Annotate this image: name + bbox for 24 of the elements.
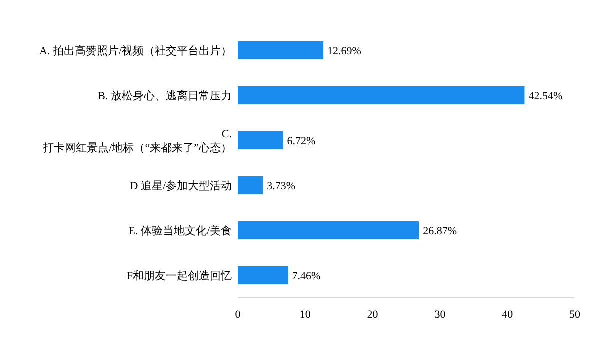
bar [238,132,284,150]
y-tick-label: B. 放松身心、逃离日常压力 [98,89,232,102]
bar [238,222,420,240]
data-label: 7.46% [292,270,321,282]
bar [238,42,324,60]
y-tick-label: A. 拍出高赞照片/视频（社交平台出片） [40,44,232,58]
data-label: 26.87% [423,225,458,238]
y-tick-label: C. 打卡网红景点/地标（“来都来了”心态） [42,128,232,154]
x-tick-label: 50 [570,308,581,321]
x-tick-label: 30 [434,308,446,321]
data-label: 42.54% [528,90,563,102]
x-tick-label: 10 [300,308,312,321]
y-tick-label: E. 体验当地文化/美食 [128,224,232,238]
bar [238,266,288,284]
data-label: 3.73% [267,180,296,192]
bar [238,176,264,194]
y-tick-label: D 追星/参加大型活动 [130,179,232,192]
y-tick-label: F和朋友一起创造回忆 [126,269,232,282]
x-tick-label: 20 [367,308,379,321]
x-tick-label: 40 [502,308,514,321]
data-label: 6.72% [287,135,316,148]
data-label: 12.69% [328,45,362,58]
bar [238,86,525,104]
x-tick-label: 0 [235,308,242,321]
